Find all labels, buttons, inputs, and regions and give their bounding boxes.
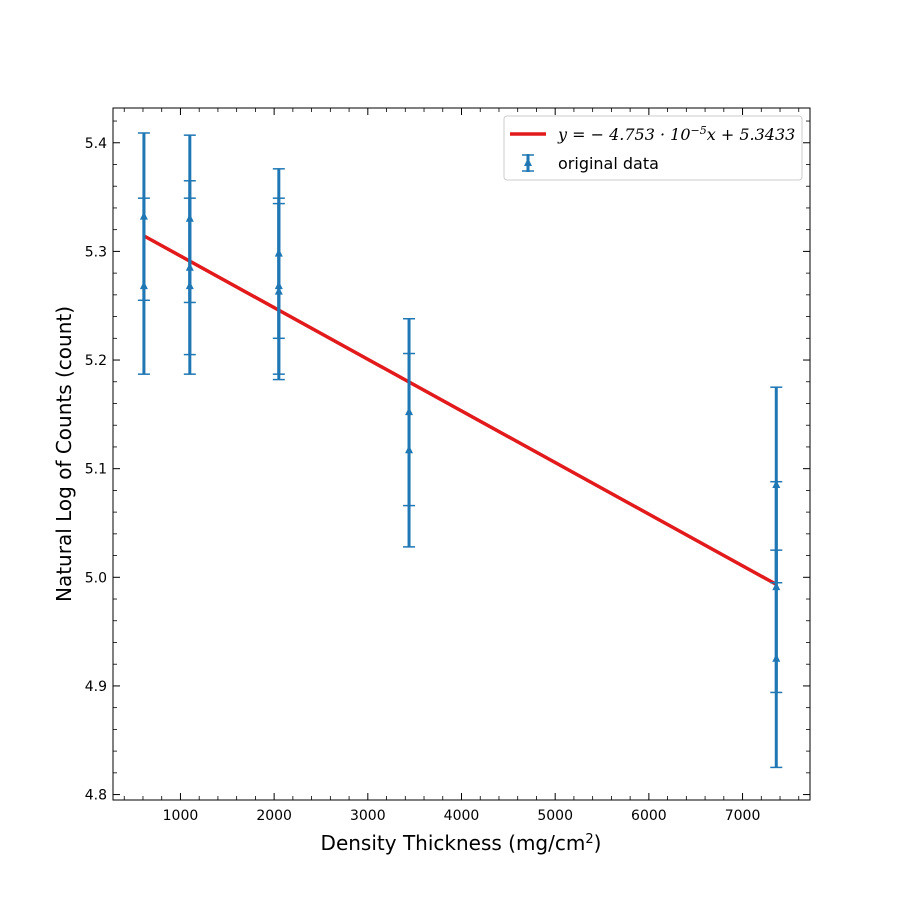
x-tick-label: 6000 [631,808,667,824]
legend-fit-label: y = − 4.753 · 10−5x + 5.3433 [557,124,795,145]
x-tick-label: 5000 [537,808,573,824]
legend-data-label: original data [558,154,659,173]
y-tick-label: 4.9 [85,679,107,695]
x-tick-label: 1000 [163,808,199,824]
y-tick-label: 5.4 [85,136,107,152]
x-tick-label: 4000 [444,808,480,824]
y-tick-label: 5.2 [85,353,107,369]
y-axis-label: Natural Log of Counts (count) [52,306,76,602]
y-tick-label: 5.1 [85,462,107,478]
x-tick-label: 7000 [725,808,761,824]
x-tick-label: 3000 [350,808,386,824]
legend: y = − 4.753 · 10−5x + 5.3433 original da… [504,116,802,180]
y-tick-label: 5.0 [85,570,107,586]
y-tick-label: 4.8 [85,788,107,804]
x-tick-label: 2000 [256,808,292,824]
y-tick-label: 5.3 [85,244,107,260]
x-axis-label: Density Thickness (mg/cm2) [321,831,602,855]
